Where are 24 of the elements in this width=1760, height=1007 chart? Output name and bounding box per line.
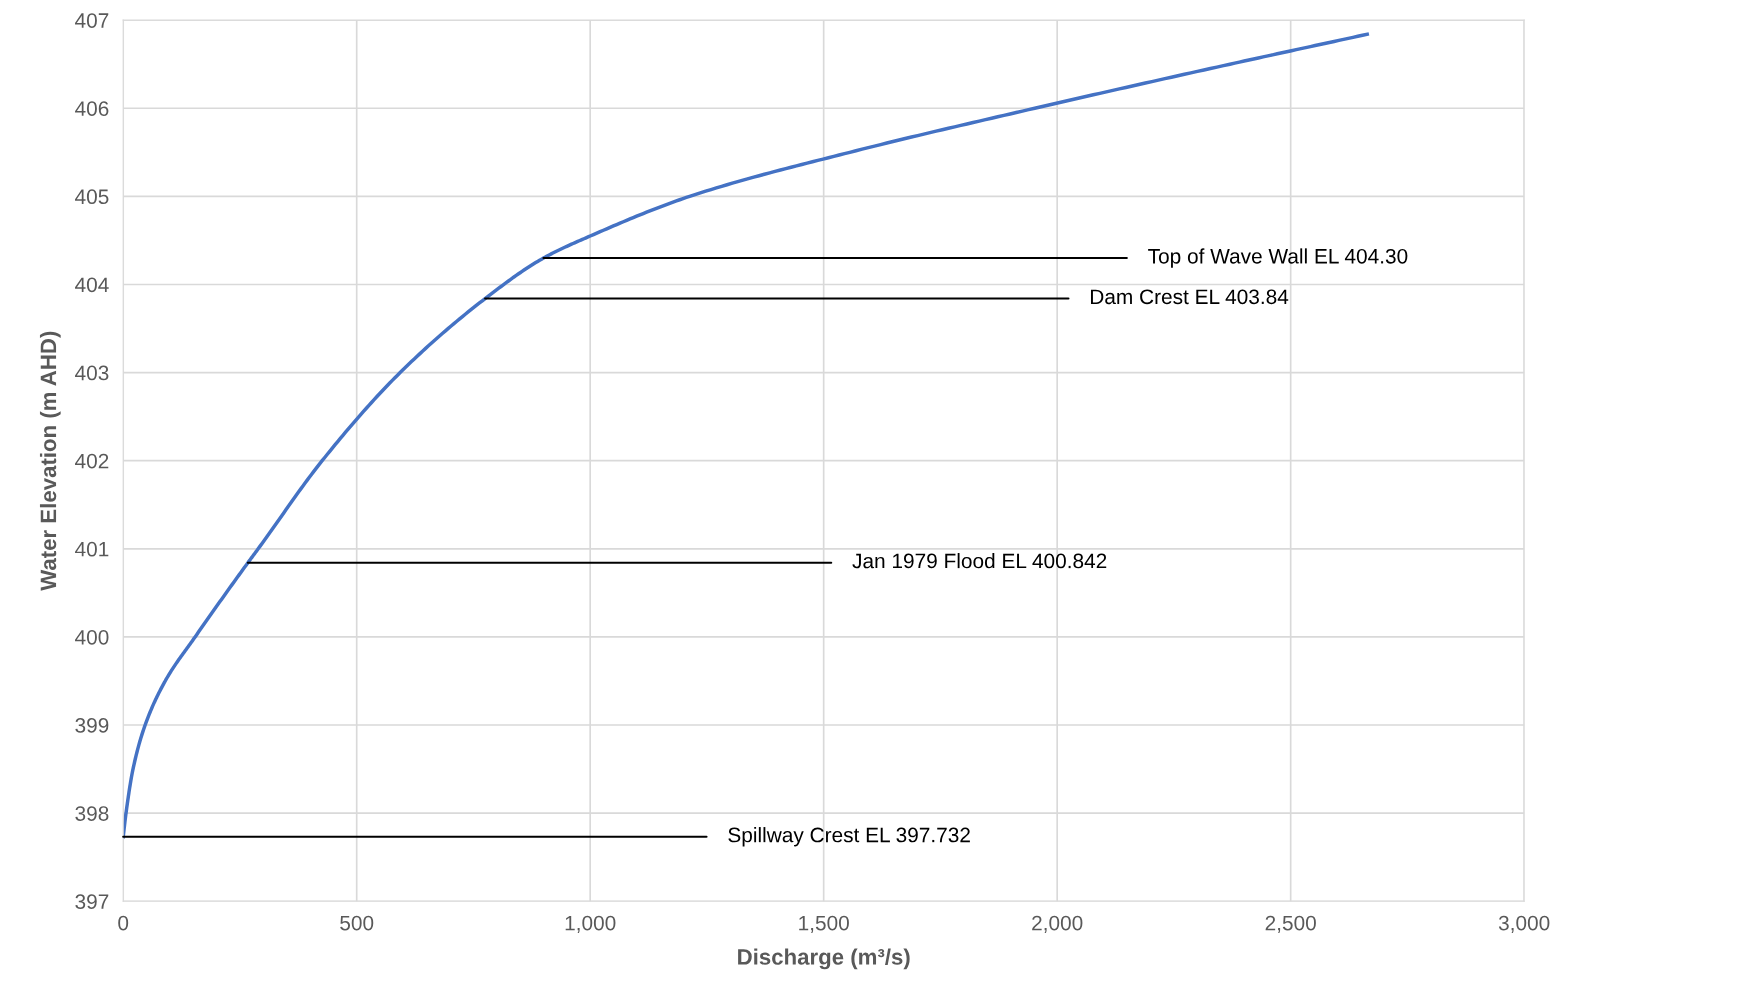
x-axis-title: Discharge (m³/s): [738, 948, 910, 970]
annotation: Dam Crest EL 403.84: [1090, 289, 1289, 305]
x-tick-label: 500: [340, 915, 374, 931]
y-tick-label: 399: [75, 718, 109, 733]
y-tick-label: 401: [75, 541, 109, 557]
y-tick-label: 400: [75, 629, 109, 645]
x-tick-label: 2,500: [1265, 915, 1316, 933]
y-tick-label: 404: [75, 277, 109, 293]
y-tick-label: 406: [75, 101, 109, 117]
x-tick-label: 2,000: [1032, 915, 1083, 933]
y-tick-label: 403: [75, 365, 109, 381]
annotation: Spillway Crest EL 397.732: [728, 827, 970, 847]
annotation: Jan 1979 Flood EL 400.842: [852, 553, 1107, 569]
x-tick-label: 0: [118, 915, 129, 931]
y-axis-title: Water Elevation (m AHD): [39, 331, 61, 591]
y-tick-label: 405: [75, 189, 109, 205]
y-tick-label: 402: [75, 453, 109, 469]
x-tick-label: 1,500: [799, 915, 849, 933]
x-tick-label: 1,000: [565, 915, 616, 933]
y-tick-label: 397: [75, 894, 109, 910]
y-tick-label: 407: [75, 13, 109, 28]
x-tick-label: 3,000: [1498, 915, 1550, 933]
y-tick-label: 398: [75, 806, 109, 821]
annotation: Top of Wave Wall EL 404.30: [1148, 248, 1408, 268]
